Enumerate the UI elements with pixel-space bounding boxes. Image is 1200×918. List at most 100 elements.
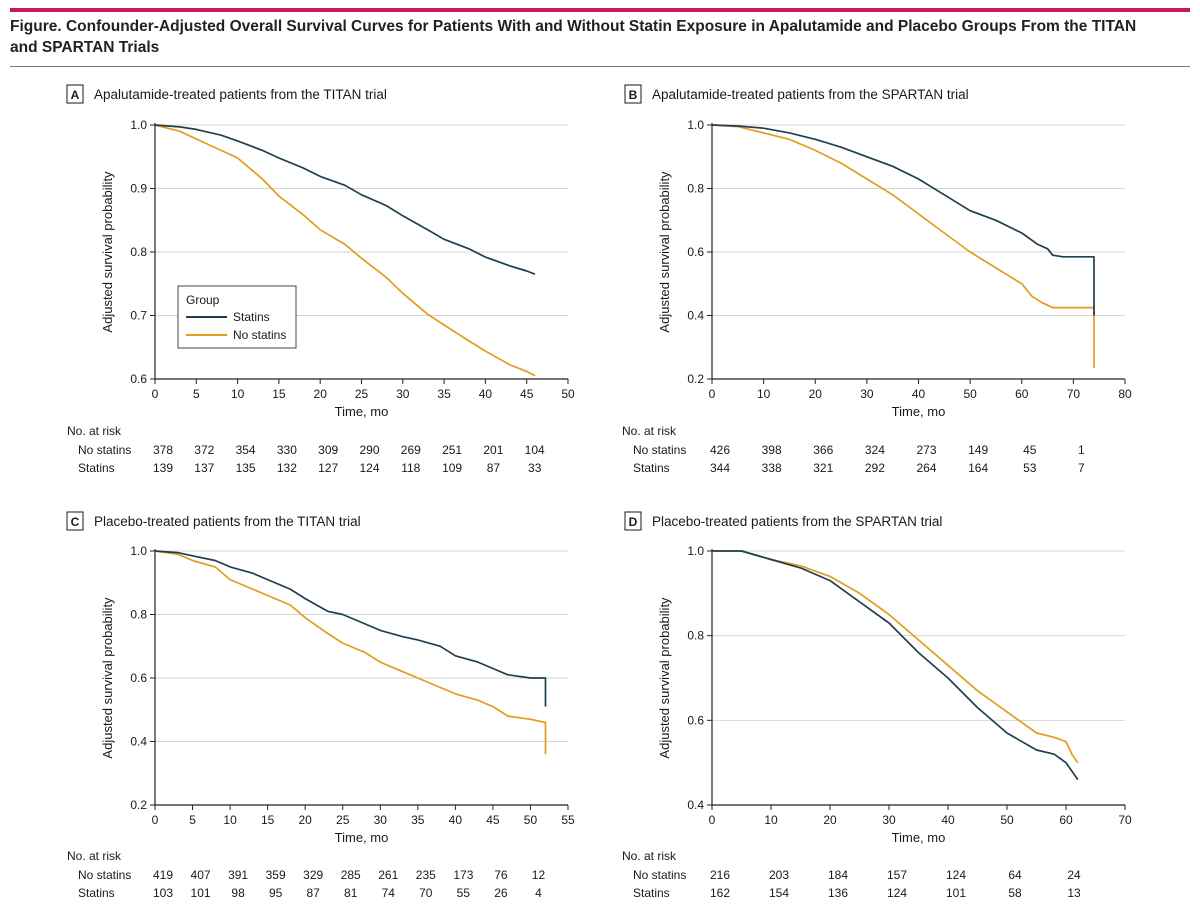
x-tick-label: 0 (709, 387, 716, 401)
x-tick-label: 35 (411, 813, 425, 827)
risk-cell: 391 (228, 868, 248, 882)
y-tick-label: 0.2 (130, 798, 147, 812)
risk-cell: 419 (153, 868, 173, 882)
x-tick-label: 10 (223, 813, 237, 827)
panel-letter-box (624, 84, 642, 104)
x-tick-label: 60 (1059, 813, 1073, 827)
series-line-no-statins (154, 124, 536, 377)
risk-table-header: No. at risk (67, 849, 122, 863)
risk-cell: 70 (419, 886, 433, 900)
x-tick-label: 0 (152, 387, 159, 401)
risk-row-label: No statins (633, 443, 686, 457)
x-tick-label: 50 (963, 387, 977, 401)
x-tick-label: 15 (272, 387, 286, 401)
risk-cell: 135 (236, 461, 256, 475)
x-tick-label: 50 (1000, 813, 1014, 827)
x-tick-label: 20 (314, 387, 328, 401)
risk-row-label: Statins (78, 886, 115, 900)
risk-cell: 124 (946, 868, 966, 882)
series-line-statins (712, 550, 1079, 781)
x-tick-label: 20 (823, 813, 837, 827)
panel-c: C Placebo-treated patients from the TITAN… (66, 511, 575, 900)
risk-cell: 426 (710, 443, 730, 457)
x-tick-label: 45 (486, 813, 500, 827)
risk-cell: 321 (813, 461, 833, 475)
x-tick-label: 10 (757, 387, 771, 401)
risk-cell: 251 (442, 443, 462, 457)
risk-cell: 290 (359, 443, 379, 457)
y-axis-label: Adjusted survival probability (100, 597, 115, 759)
x-tick-label: 40 (449, 813, 463, 827)
risk-cell: 26 (494, 886, 508, 900)
series-line-no-statins (711, 124, 1095, 368)
risk-cell: 344 (710, 461, 730, 475)
risk-cell: 201 (483, 443, 503, 457)
risk-cell: 13 (1067, 886, 1081, 900)
risk-cell: 137 (194, 461, 214, 475)
panel-letter-box (66, 84, 84, 104)
risk-cell: 269 (401, 443, 421, 457)
x-tick-label: 70 (1118, 813, 1132, 827)
risk-cell: 285 (341, 868, 361, 882)
legend-label-no-statins: No statins (233, 328, 286, 342)
panel-title: Placebo-treated patients from the TITAN … (94, 514, 361, 529)
panel-letter: A (71, 88, 80, 102)
y-tick-label: 0.4 (130, 735, 147, 749)
risk-row-label: No statins (78, 868, 131, 882)
risk-cell: 124 (359, 461, 379, 475)
y-axis-label: Adjusted survival probability (100, 171, 115, 333)
risk-cell: 184 (828, 868, 848, 882)
series-line-statins (154, 124, 536, 275)
legend: Group Statins No statins (177, 285, 297, 349)
risk-cell: 132 (277, 461, 297, 475)
risk-cell: 324 (865, 443, 885, 457)
panel-title: Apalutamide-treated patients from the SP… (652, 87, 969, 102)
x-tick-label: 30 (374, 813, 388, 827)
risk-row-label: No statins (78, 443, 131, 457)
risk-cell: 354 (236, 443, 256, 457)
x-axis-label: Time, mo (892, 404, 946, 419)
y-tick-label: 1.0 (687, 118, 704, 132)
y-tick-label: 0.7 (130, 309, 147, 323)
series-line-no-statins (154, 550, 547, 755)
risk-cell: 338 (762, 461, 782, 475)
x-tick-label: 40 (912, 387, 926, 401)
y-tick-label: 0.6 (130, 372, 147, 386)
y-axis-label: Adjusted survival probability (657, 171, 672, 333)
risk-cell: 136 (828, 886, 848, 900)
risk-cell: 330 (277, 443, 297, 457)
y-tick-label: 0.8 (130, 608, 147, 622)
x-tick-label: 20 (809, 387, 823, 401)
risk-row-label: Statins (78, 461, 115, 475)
risk-cell: 53 (1023, 461, 1037, 475)
x-tick-label: 60 (1015, 387, 1029, 401)
risk-cell: 12 (532, 868, 546, 882)
risk-cell: 173 (453, 868, 473, 882)
risk-cell: 359 (266, 868, 286, 882)
y-axis-label: Adjusted survival probability (657, 597, 672, 759)
legend-title: Group (186, 293, 220, 307)
risk-cell: 235 (416, 868, 436, 882)
x-tick-label: 5 (193, 387, 200, 401)
x-tick-label: 50 (524, 813, 538, 827)
risk-row-label: Statins (633, 886, 670, 900)
risk-cell: 33 (528, 461, 542, 475)
figure-title: Figure. Confounder-Adjusted Overall Surv… (10, 18, 1137, 56)
risk-row-label: Statins (633, 461, 670, 475)
x-tick-label: 25 (355, 387, 369, 401)
y-tick-label: 0.2 (687, 372, 704, 386)
series-line-statins (711, 124, 1095, 316)
x-tick-label: 0 (152, 813, 159, 827)
risk-cell: 329 (303, 868, 323, 882)
panel-letter: D (629, 515, 638, 529)
panel-letter: B (629, 88, 638, 102)
risk-table-header: No. at risk (67, 424, 122, 438)
y-tick-label: 1.0 (687, 544, 704, 558)
risk-cell: 378 (153, 443, 173, 457)
risk-cell: 292 (865, 461, 885, 475)
risk-cell: 104 (525, 443, 545, 457)
series-line-no-statins (712, 550, 1079, 764)
risk-cell: 407 (191, 868, 211, 882)
x-tick-label: 45 (520, 387, 534, 401)
x-tick-label: 80 (1118, 387, 1132, 401)
